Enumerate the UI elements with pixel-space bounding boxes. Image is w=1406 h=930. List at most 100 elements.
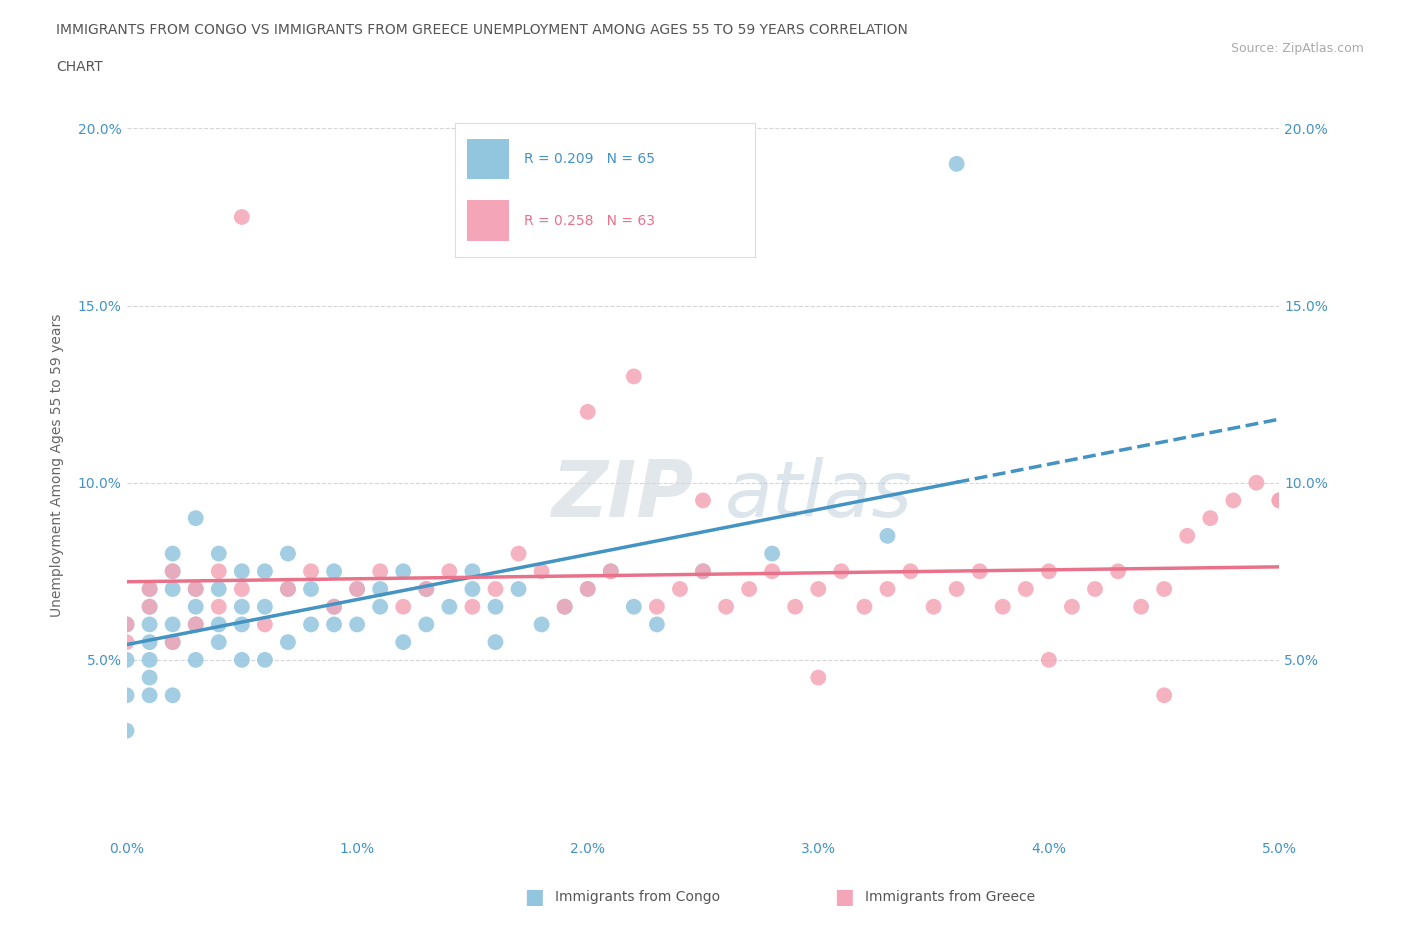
Point — [231, 599, 253, 614]
Point — [208, 581, 231, 596]
Point — [323, 599, 346, 614]
Point — [461, 599, 484, 614]
Point — [1153, 688, 1175, 703]
Point — [115, 617, 138, 631]
Point — [853, 599, 876, 614]
Point — [807, 671, 830, 685]
Point — [162, 564, 184, 578]
Point — [138, 581, 160, 596]
Point — [184, 617, 207, 631]
Point — [253, 617, 276, 631]
Point — [208, 564, 231, 578]
Point — [645, 599, 668, 614]
Point — [299, 581, 322, 596]
Point — [323, 599, 346, 614]
Point — [554, 599, 576, 614]
Point — [392, 599, 415, 614]
Point — [162, 564, 184, 578]
Point — [138, 599, 160, 614]
Point — [669, 581, 692, 596]
Point — [645, 617, 668, 631]
Point — [1084, 581, 1107, 596]
Point — [231, 581, 253, 596]
Text: ZIP: ZIP — [551, 457, 693, 533]
Point — [1015, 581, 1038, 596]
Point — [138, 671, 160, 685]
Point — [900, 564, 922, 578]
Point — [876, 528, 898, 543]
Point — [115, 653, 138, 668]
Point — [115, 634, 138, 649]
Text: Immigrants from Greece: Immigrants from Greece — [865, 890, 1035, 905]
Point — [323, 617, 346, 631]
Point — [1107, 564, 1129, 578]
Point — [162, 688, 184, 703]
Point — [714, 599, 737, 614]
Text: Source: ZipAtlas.com: Source: ZipAtlas.com — [1230, 42, 1364, 55]
Point — [508, 546, 530, 561]
Point — [1246, 475, 1268, 490]
Point — [484, 581, 506, 596]
Point — [208, 599, 231, 614]
Point — [184, 581, 207, 596]
Point — [830, 564, 852, 578]
Point — [1222, 493, 1244, 508]
Point — [184, 653, 207, 668]
Point — [277, 581, 299, 596]
Point — [115, 688, 138, 703]
Point — [415, 617, 437, 631]
Point — [508, 581, 530, 596]
Point — [231, 617, 253, 631]
Y-axis label: Unemployment Among Ages 55 to 59 years: Unemployment Among Ages 55 to 59 years — [51, 313, 63, 617]
Point — [945, 581, 967, 596]
Point — [162, 634, 184, 649]
Point — [576, 581, 599, 596]
Point — [738, 581, 761, 596]
Point — [439, 599, 461, 614]
Point — [461, 564, 484, 578]
Point — [807, 581, 830, 596]
Point — [415, 581, 437, 596]
Point — [392, 634, 415, 649]
Point — [599, 564, 621, 578]
Point — [138, 653, 160, 668]
Point — [368, 564, 391, 578]
Point — [208, 546, 231, 561]
Point — [208, 617, 231, 631]
Point — [162, 634, 184, 649]
Point — [461, 581, 484, 596]
Point — [623, 369, 645, 384]
Point — [576, 405, 599, 419]
Point — [299, 617, 322, 631]
Point — [1268, 493, 1291, 508]
Point — [945, 156, 967, 171]
Point — [1038, 564, 1060, 578]
Point — [138, 688, 160, 703]
Text: ■: ■ — [524, 887, 544, 908]
Point — [138, 581, 160, 596]
Point — [530, 564, 553, 578]
Point — [231, 564, 253, 578]
Point — [1199, 511, 1222, 525]
Point — [184, 581, 207, 596]
Text: atlas: atlas — [724, 457, 912, 533]
Text: IMMIGRANTS FROM CONGO VS IMMIGRANTS FROM GREECE UNEMPLOYMENT AMONG AGES 55 TO 59: IMMIGRANTS FROM CONGO VS IMMIGRANTS FROM… — [56, 23, 908, 37]
Point — [1175, 528, 1198, 543]
Point — [415, 581, 437, 596]
Point — [184, 617, 207, 631]
Point — [253, 564, 276, 578]
Point — [162, 546, 184, 561]
Point — [346, 617, 368, 631]
Text: Immigrants from Congo: Immigrants from Congo — [555, 890, 720, 905]
Point — [1060, 599, 1083, 614]
Point — [1130, 599, 1153, 614]
Point — [323, 564, 346, 578]
Point — [761, 564, 783, 578]
Point — [115, 724, 138, 738]
Point — [231, 209, 253, 224]
Point — [253, 653, 276, 668]
Point — [299, 564, 322, 578]
Point — [277, 581, 299, 596]
Text: ■: ■ — [834, 887, 853, 908]
Point — [761, 546, 783, 561]
